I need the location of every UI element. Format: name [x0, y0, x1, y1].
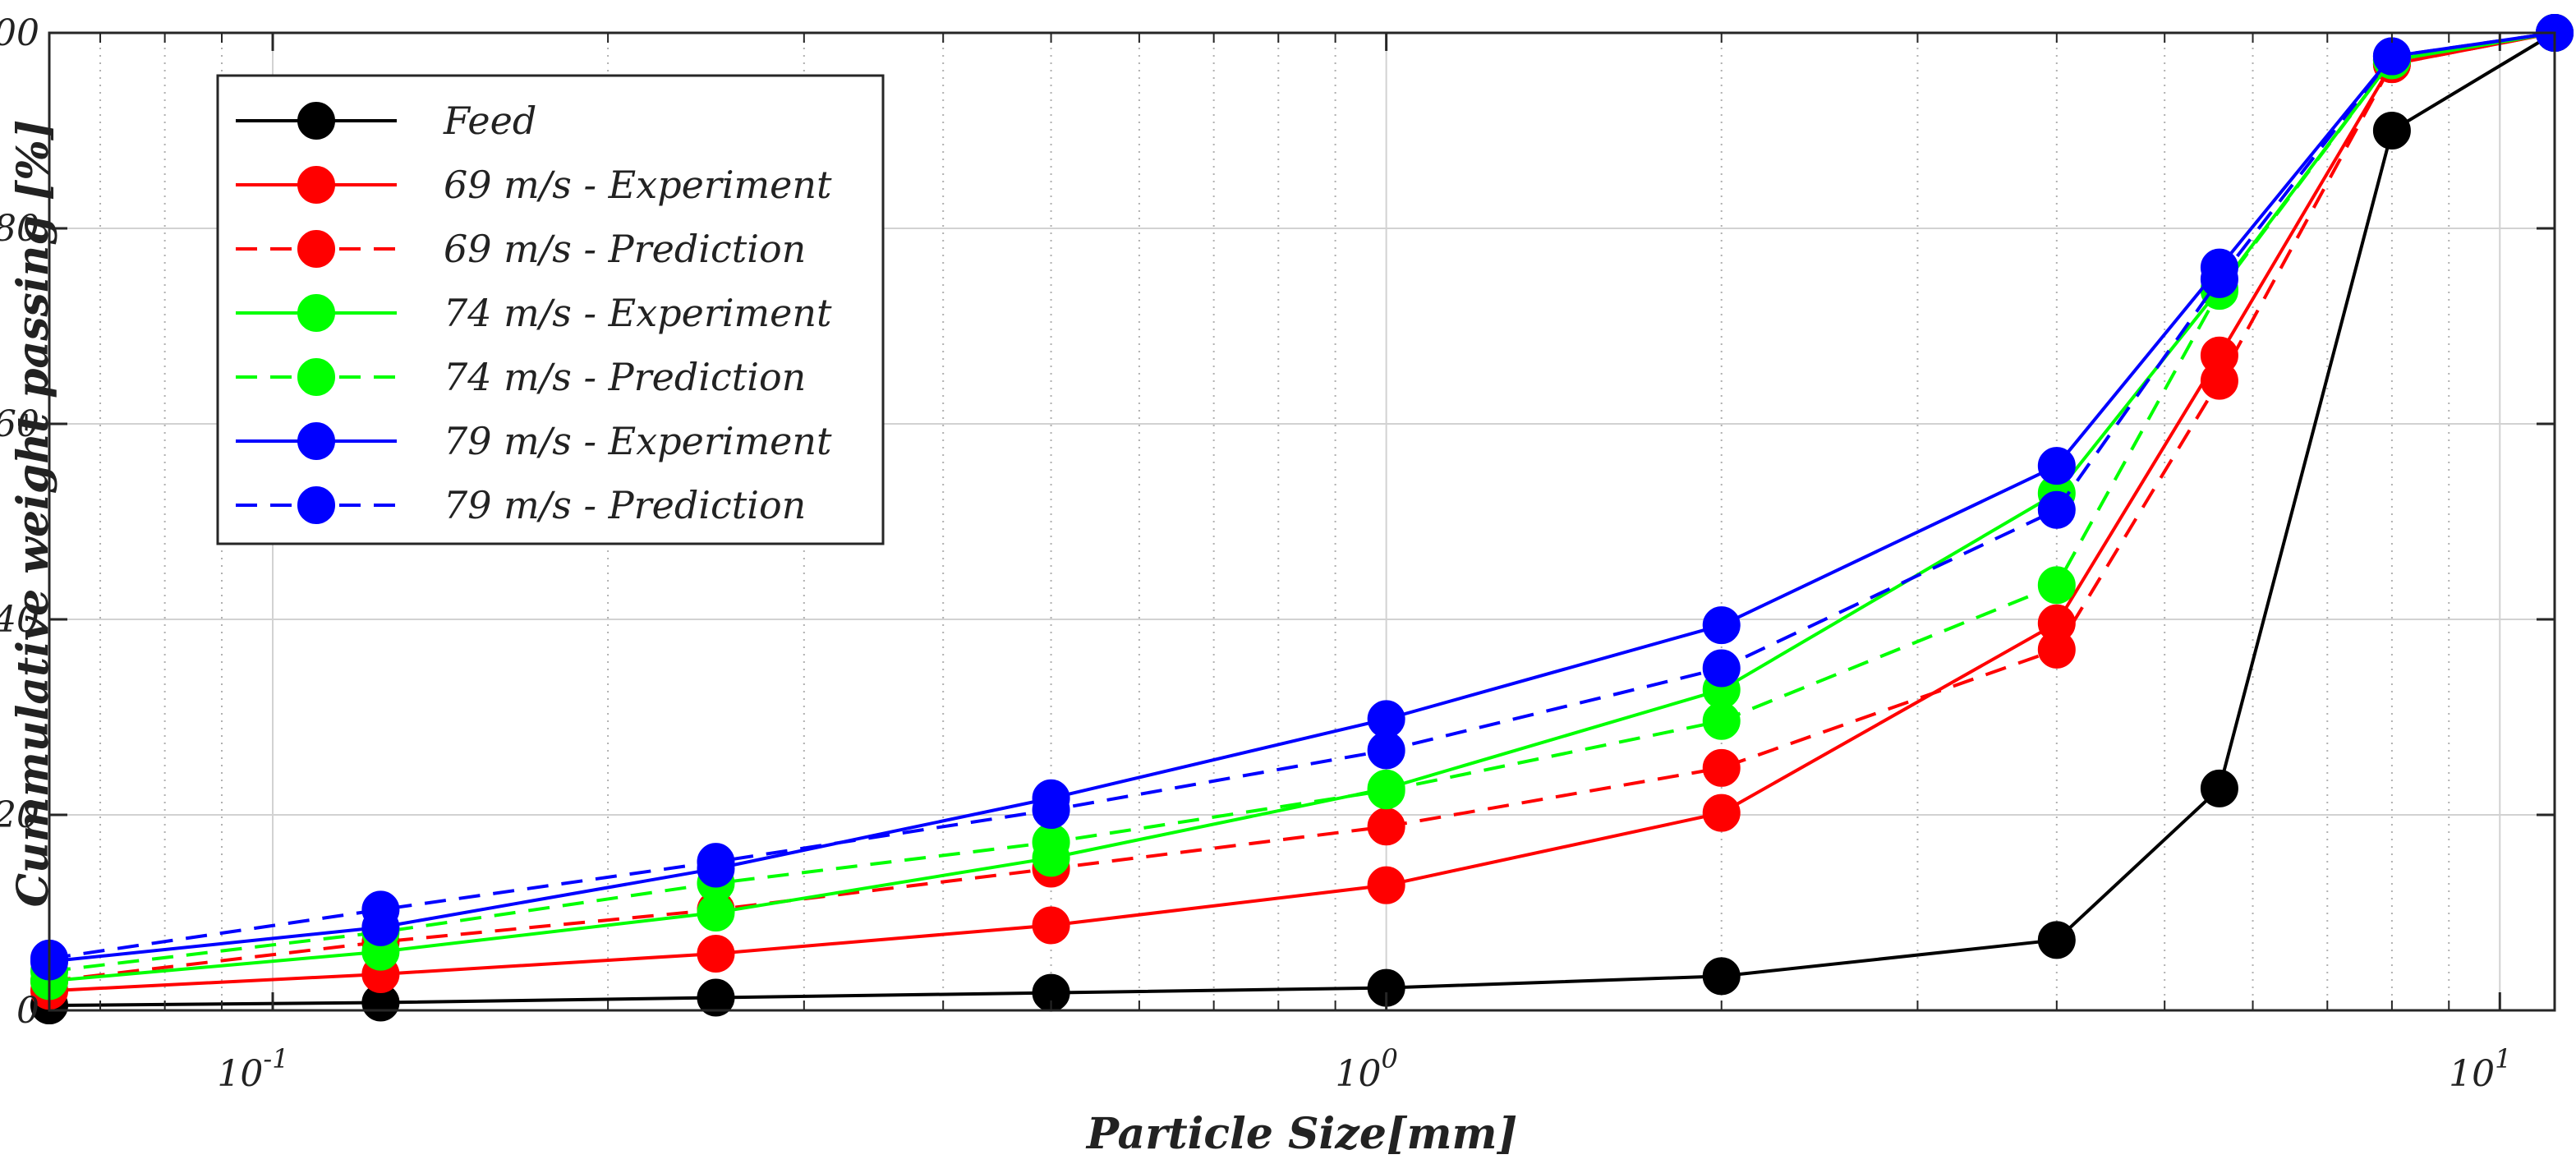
tick-layer — [49, 31, 2555, 1012]
label-layer: 10-1 100 101 0 20 40 60 80 100 Particle Size[mm] C… — [0, 12, 2511, 1159]
y-tick-label: 100 — [0, 12, 39, 54]
y-tick-label: 60 — [0, 403, 39, 445]
data-point — [2037, 921, 2076, 959]
legend-marker — [297, 102, 335, 140]
y-axis-label: Cummulative weight passing [%] — [8, 120, 58, 908]
data-point — [1702, 748, 1741, 787]
series-79-m-s-prediction — [30, 14, 2574, 978]
y-tick-label: 20 — [0, 794, 39, 836]
legend-entry: 79 m/s - Experiment — [236, 419, 832, 463]
data-point — [2372, 112, 2411, 150]
legend-entry: 74 m/s - Prediction — [236, 355, 806, 399]
legend-label: 74 m/s - Experiment — [444, 291, 832, 335]
data-point — [1032, 823, 1070, 862]
legend-entry: Feed — [236, 99, 536, 143]
legend-entry: 69 m/s - Experiment — [236, 163, 832, 207]
data-point — [1032, 791, 1070, 830]
y-tick-label: 40 — [0, 599, 39, 641]
legend-entry: 74 m/s - Experiment — [236, 291, 832, 335]
legend-marker — [297, 422, 335, 460]
data-point — [2200, 361, 2238, 400]
series-line — [48, 31, 2555, 993]
x-axis-label: Particle Size[mm] — [1085, 1109, 1517, 1159]
series-line — [48, 31, 2555, 964]
data-point — [697, 978, 735, 1017]
legend-label: 74 m/s - Prediction — [444, 355, 806, 399]
data-point — [2037, 566, 2076, 605]
data-point — [1702, 794, 1741, 832]
series-line — [48, 31, 2556, 1008]
data-point — [2037, 490, 2076, 529]
data-point — [1367, 807, 1405, 846]
series-line — [48, 31, 2555, 973]
series-line — [48, 31, 2555, 960]
legend-entry: 69 m/s - Prediction — [236, 227, 806, 271]
y-tick-label: 0 — [16, 990, 39, 1032]
legend-marker — [297, 294, 335, 332]
legend-label: 79 m/s - Experiment — [444, 419, 832, 463]
legend-label: 69 m/s - Prediction — [444, 227, 806, 271]
data-point — [361, 890, 400, 929]
plot-frame — [48, 31, 2556, 1012]
data-point — [2200, 769, 2238, 807]
x-tick-label: 10-1 — [217, 1043, 288, 1095]
legend: Feed 69 m/s - Experiment 69 m/s - Predicti… — [216, 74, 885, 545]
data-point — [1367, 771, 1405, 810]
data-point — [1702, 606, 1741, 645]
data-point — [697, 934, 735, 973]
legend-entry: 79 m/s - Prediction — [236, 483, 806, 527]
data-point — [1367, 731, 1405, 770]
data-point — [2372, 37, 2411, 76]
x-tick-label: 101 — [2449, 1043, 2511, 1095]
legend-marker — [297, 358, 335, 396]
series-line — [48, 31, 2555, 983]
legend-marker — [297, 166, 335, 204]
data-point — [2037, 630, 2076, 669]
x-tick-label: 100 — [1335, 1043, 1397, 1095]
data-point — [1702, 649, 1741, 688]
data-point — [1702, 702, 1741, 740]
data-point — [697, 843, 735, 881]
legend-label: 79 m/s - Prediction — [444, 483, 806, 527]
legend-label: Feed — [443, 99, 536, 143]
data-point — [2037, 447, 2076, 485]
data-point — [1032, 906, 1070, 945]
legend-label: 69 m/s - Experiment — [444, 163, 832, 207]
data-point — [1702, 957, 1741, 996]
data-point — [1367, 866, 1405, 904]
legend-marker — [297, 486, 335, 524]
data-point — [2200, 260, 2238, 298]
legend-marker — [297, 230, 335, 268]
y-tick-label: 80 — [0, 208, 39, 250]
